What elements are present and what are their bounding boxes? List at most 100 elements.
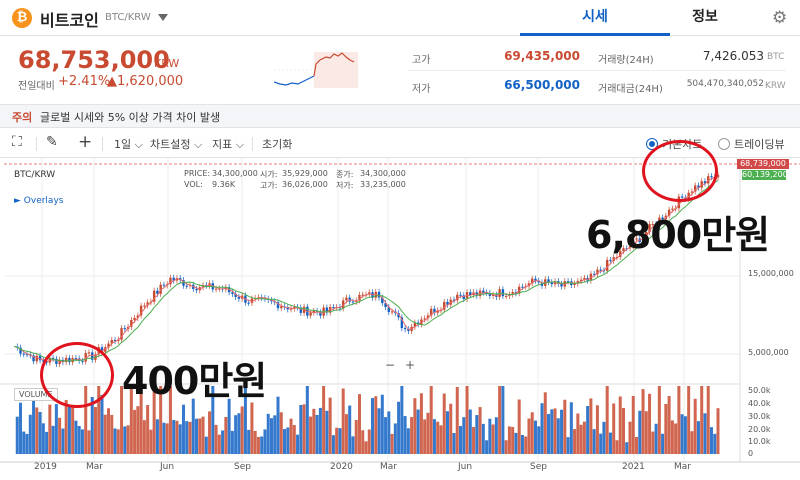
- price-tick: 15,000,000: [748, 269, 794, 278]
- volume-bar: [191, 398, 195, 454]
- candle-body: [390, 311, 394, 313]
- candle-body: [517, 286, 521, 294]
- candle-body: [351, 301, 355, 303]
- volume-bar: [416, 409, 420, 454]
- chart-settings-button[interactable]: 차트설정 ⌵: [150, 136, 202, 152]
- radio-tradingview[interactable]: [718, 138, 730, 150]
- volume-bar: [670, 420, 674, 454]
- candle-body: [104, 347, 107, 352]
- volume-bar: [341, 388, 345, 454]
- volume-bar: [648, 393, 652, 454]
- candle-body: [247, 302, 250, 304]
- crosshair-icon[interactable]: +: [78, 132, 93, 152]
- candle-body: [299, 307, 303, 313]
- volume-bar: [292, 425, 296, 454]
- high-label: 고가: [412, 55, 431, 66]
- tab-info[interactable]: 정보: [692, 9, 718, 25]
- candle-body: [377, 291, 381, 298]
- volume-bar: [384, 417, 388, 454]
- candle-body: [547, 279, 550, 283]
- volume-bar: [283, 429, 287, 454]
- volume-bar: [423, 419, 427, 454]
- pen-icon[interactable]: ✎: [46, 134, 58, 150]
- volume-bar: [41, 423, 45, 454]
- volume-bar: [172, 419, 176, 454]
- volume-tick: 20.0k: [748, 425, 771, 434]
- volume-bar: [371, 398, 375, 454]
- candle-body: [32, 355, 35, 362]
- volume-bar: [286, 427, 290, 454]
- volume-bar: [25, 433, 29, 454]
- volume-bar: [348, 405, 352, 454]
- toolbar-divider: [252, 137, 253, 151]
- candle-body: [560, 283, 563, 287]
- volume-bar: [64, 399, 68, 454]
- volume-bar: [159, 386, 163, 454]
- volume-bar: [54, 404, 58, 454]
- price-chart[interactable]: [0, 158, 800, 480]
- volume-bar: [155, 419, 159, 454]
- candle-body: [534, 278, 537, 281]
- indicators-button[interactable]: 지표 ⌵: [212, 136, 244, 152]
- volume-bar: [400, 386, 404, 454]
- x-tick: Mar: [674, 462, 691, 472]
- volume-bar: [221, 430, 225, 454]
- reset-button[interactable]: 초기화: [262, 138, 293, 151]
- volume-bar: [276, 396, 280, 454]
- volume-bar: [511, 426, 515, 454]
- volume-bar: [641, 389, 645, 454]
- candle-body: [381, 297, 384, 304]
- expand-icon[interactable]: ⛶: [12, 134, 22, 150]
- info-low-label: 저가:: [336, 181, 354, 190]
- volume-bar: [322, 386, 326, 454]
- volume-bar: [240, 406, 244, 454]
- candle-body: [482, 290, 485, 293]
- volume-bar: [547, 414, 551, 454]
- interval-select[interactable]: 1일 ⌵: [114, 136, 143, 152]
- gear-icon[interactable]: ⚙: [772, 8, 788, 28]
- candle-body: [498, 289, 501, 297]
- zoom-in-button[interactable]: +: [404, 358, 416, 372]
- candle-body: [645, 232, 648, 237]
- chevron-down-icon: ⌵: [193, 138, 203, 151]
- volume-bar: [51, 425, 55, 454]
- volume-bar: [498, 386, 502, 454]
- candle-body: [429, 308, 433, 316]
- candle-body: [280, 306, 283, 309]
- volume-bar: [540, 403, 544, 454]
- coin-pair: BTC/KRW: [105, 12, 151, 23]
- candle-body: [397, 313, 400, 318]
- volume-bar: [273, 415, 277, 454]
- candle-body: [550, 282, 553, 285]
- candle-body: [443, 301, 446, 310]
- volume-bar: [247, 429, 251, 454]
- candle-body: [143, 305, 146, 307]
- volume-bar: [462, 417, 466, 454]
- chevron-down-icon[interactable]: [158, 14, 168, 21]
- zoom-out-button[interactable]: −: [384, 358, 396, 372]
- candle-body: [130, 319, 133, 327]
- volume-bar: [459, 426, 463, 454]
- candle-body: [146, 302, 149, 306]
- volume-bar: [654, 423, 658, 454]
- header-bar: ₿ 비트코인 BTC/KRW 시세 정보 ⚙: [0, 0, 800, 36]
- x-tick: Mar: [86, 462, 103, 472]
- price-unit: KRW: [154, 57, 180, 70]
- overlays-toggle[interactable]: ► Overlays: [14, 196, 64, 206]
- volume-bar: [530, 412, 534, 454]
- tab-price[interactable]: 시세: [520, 0, 670, 36]
- candle-body: [413, 322, 417, 327]
- volume-bar: [279, 412, 283, 454]
- coin-name[interactable]: 비트코인: [40, 11, 99, 30]
- volume-bar: [344, 414, 348, 454]
- volume-bar: [146, 405, 150, 454]
- notice-tag: 주의: [12, 111, 33, 124]
- volume-bar: [237, 413, 241, 454]
- volume-bar: [325, 410, 329, 454]
- notice-bar: 주의 글로벌 시세와 5% 이상 가격 차이 발생: [0, 104, 800, 128]
- volume-bar: [361, 430, 365, 454]
- info-close-label: 종가:: [336, 170, 354, 179]
- volume-bar: [683, 416, 687, 454]
- candle-body: [123, 328, 127, 330]
- volume-bar: [664, 403, 668, 454]
